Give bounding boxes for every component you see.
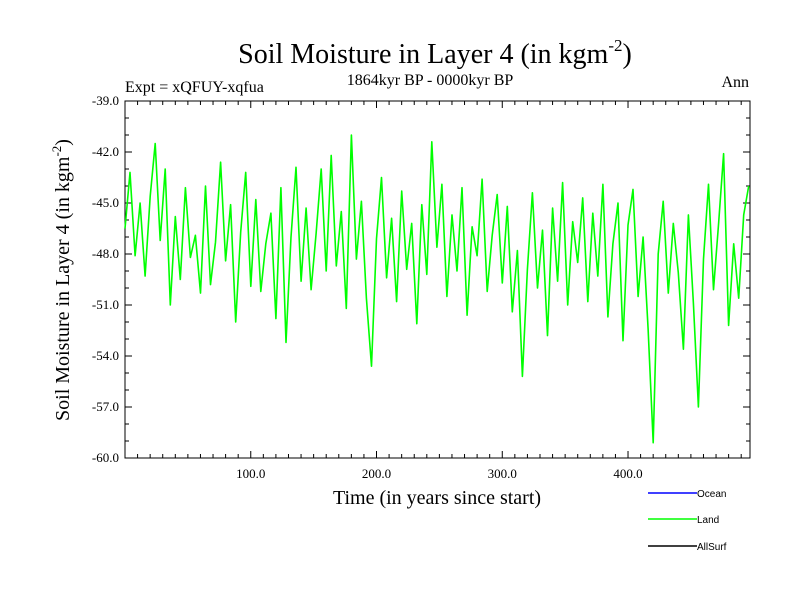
series-layer xyxy=(124,134,750,444)
y-tick-label: -54.0 xyxy=(92,348,119,363)
y-tick-label: -60.0 xyxy=(92,450,119,465)
series-line-land xyxy=(124,134,750,444)
y-axis-label: Soil Moisture in Layer 4 (in kgm-2) xyxy=(49,139,74,421)
legend-label-allsurf: AllSurf xyxy=(697,542,727,553)
y-tick-label: -39.0 xyxy=(92,93,119,108)
legend: Ocean Land AllSurf xyxy=(648,489,727,553)
chart-title: Soil Moisture in Layer 4 (in kgm-2) xyxy=(238,36,632,70)
y-tick-label: -45.0 xyxy=(92,195,119,210)
legend-label-ocean: Ocean xyxy=(697,489,726,500)
x-tick-label: 300.0 xyxy=(488,466,517,481)
chart-subtitle: 1864kyr BP - 0000kyr BP xyxy=(347,72,514,89)
chart-title-sup: -2 xyxy=(608,36,622,55)
y-axis: -39.0 -42.0 -45.0 -48.0 -51.0 -54.0 -57.0 -60.0 xyxy=(92,93,750,465)
y-tick-label: -48.0 xyxy=(92,246,119,261)
x-tick-label: 200.0 xyxy=(362,466,391,481)
y-tick-label: -51.0 xyxy=(92,297,119,312)
legend-label-land: Land xyxy=(697,515,719,526)
y-tick-label: -57.0 xyxy=(92,399,119,414)
y-axis-label-close: ) xyxy=(52,139,74,146)
x-axis-label: Time (in years since start) xyxy=(333,487,541,509)
y-axis-label-main: Soil Moisture in Layer 4 (in kgm xyxy=(52,156,74,421)
x-axis: 100.0 200.0 300.0 400.0 xyxy=(124,101,742,481)
y-axis-label-sup: -2 xyxy=(49,146,64,157)
y-tick-label: -42.0 xyxy=(92,144,119,159)
plot-frame xyxy=(124,100,751,459)
season-label: Ann xyxy=(721,74,749,91)
x-tick-label: 400.0 xyxy=(613,466,642,481)
chart-title-main: Soil Moisture in Layer 4 (in kgm xyxy=(238,39,608,70)
chart-title-close: ) xyxy=(623,39,632,70)
x-tick-label: 100.0 xyxy=(236,466,265,481)
expt-label: Expt = xQFUY-xqfua xyxy=(125,79,264,96)
